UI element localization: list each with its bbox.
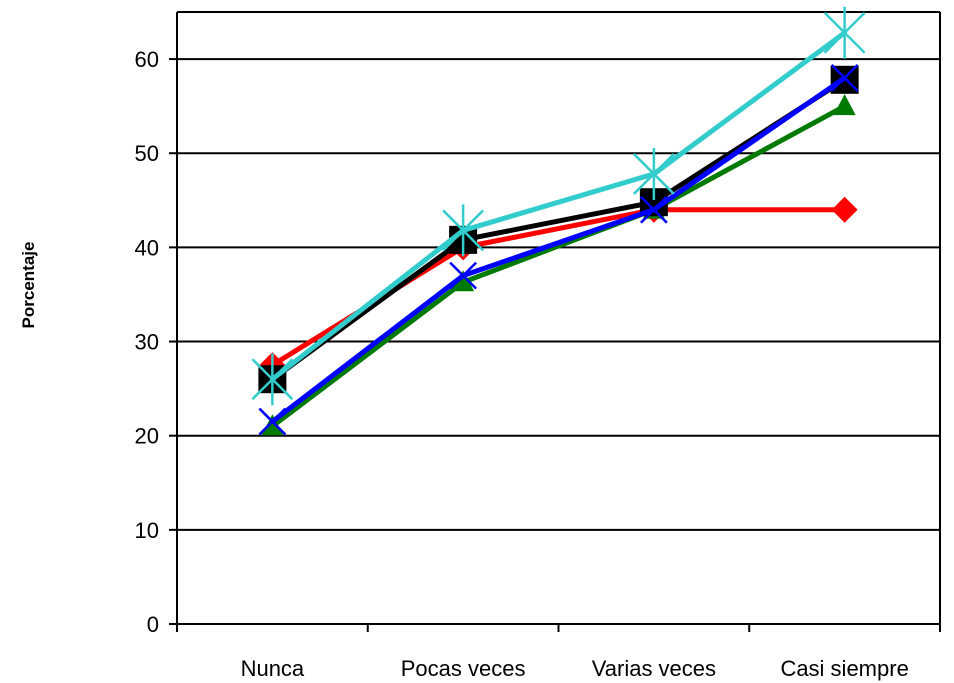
data-point-triangle bbox=[452, 270, 475, 292]
y-tick-label: 20 bbox=[135, 424, 159, 449]
axes bbox=[169, 11, 941, 632]
data-point-x bbox=[449, 261, 478, 290]
data-point-star bbox=[442, 204, 485, 257]
y-axis-label: Porcentaje bbox=[19, 242, 38, 329]
series-0 bbox=[259, 196, 858, 379]
series-line bbox=[269, 75, 848, 425]
series-1 bbox=[261, 94, 856, 436]
y-tick-label: 30 bbox=[135, 330, 159, 355]
tick-labels: 0 10 20 30 40 50 60 Nunca Pocas veces Varias vece… bbox=[135, 47, 909, 681]
y-tick-label: 40 bbox=[135, 235, 159, 260]
series-line bbox=[269, 103, 848, 429]
y-tick-label: 50 bbox=[135, 141, 159, 166]
series-line bbox=[269, 30, 848, 382]
series-3 bbox=[258, 64, 859, 436]
data-point-diamond bbox=[831, 196, 858, 223]
data-point-x bbox=[830, 64, 859, 92]
series-4 bbox=[251, 6, 866, 406]
data-point-x bbox=[258, 407, 287, 436]
x-tick-label: Varias veces bbox=[592, 656, 716, 681]
data-point-x bbox=[639, 195, 668, 224]
data-point-star bbox=[632, 147, 675, 200]
data-point-star bbox=[823, 6, 866, 59]
data-point-triangle bbox=[833, 94, 856, 116]
y-tick-label: 60 bbox=[135, 47, 159, 72]
y-tick-label: 10 bbox=[135, 518, 159, 543]
data-point-star bbox=[251, 353, 294, 406]
y-tick-label: 0 bbox=[147, 612, 159, 637]
series-layer bbox=[251, 6, 866, 436]
x-tick-label: Nunca bbox=[241, 656, 305, 681]
x-tick-label: Pocas veces bbox=[401, 656, 526, 681]
gridlines bbox=[177, 58, 940, 531]
data-point-triangle bbox=[261, 414, 284, 436]
x-tick-label: Casi siempre bbox=[780, 656, 908, 681]
